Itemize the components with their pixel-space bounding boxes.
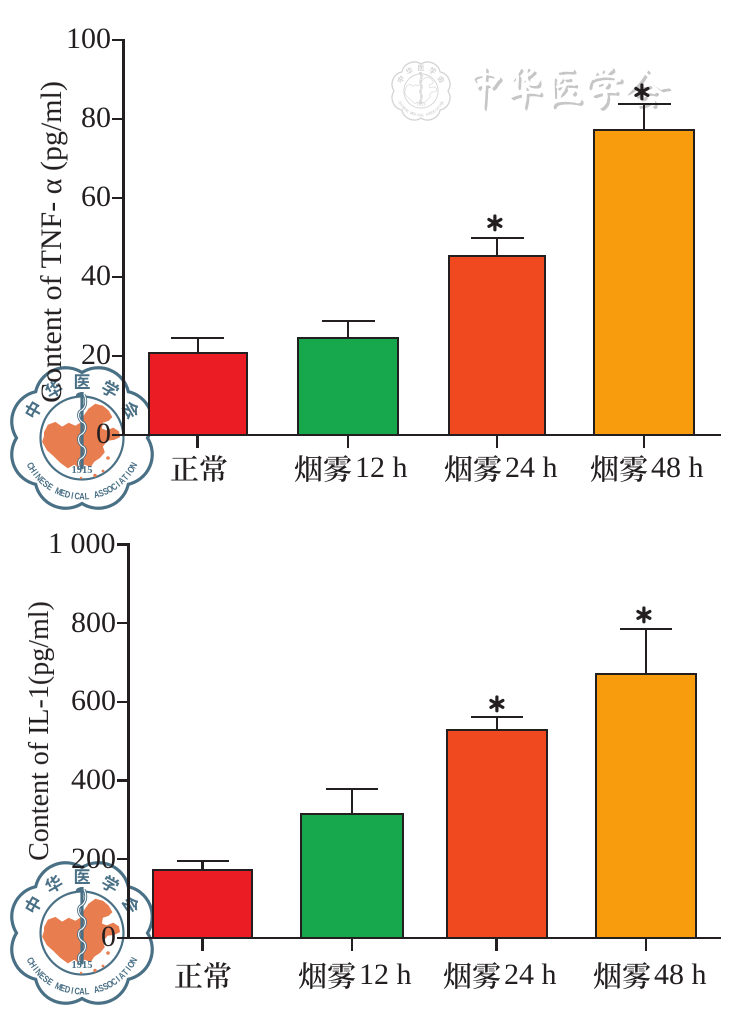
svg-text:I: I (71, 985, 75, 996)
svg-text:I: I (124, 469, 134, 477)
svg-text:S: S (97, 982, 106, 994)
svg-text:I: I (124, 965, 134, 973)
svg-text:I: I (416, 113, 418, 118)
svg-text:C: C (432, 109, 437, 114)
svg-text:S: S (41, 478, 52, 490)
svg-text:M: M (54, 980, 64, 993)
svg-text:I: I (438, 104, 442, 107)
svg-text:L: L (84, 986, 89, 997)
svg-text:E: E (59, 487, 68, 499)
svg-text:S: S (404, 108, 409, 113)
svg-text:S: S (101, 485, 110, 497)
svg-text:E: E (405, 109, 410, 114)
svg-text:C: C (417, 113, 420, 118)
svg-text:H: H (27, 960, 39, 971)
svg-text:N: N (33, 471, 45, 482)
svg-text:C: C (109, 976, 120, 988)
svg-text:O: O (105, 482, 116, 495)
svg-text:A: A (420, 113, 423, 117)
svg-text:1915: 1915 (72, 465, 93, 476)
svg-text:A: A (93, 984, 101, 996)
svg-text:E: E (45, 480, 56, 492)
svg-text:I: I (114, 478, 122, 488)
svg-text:L: L (84, 490, 89, 501)
svg-text:N: N (128, 956, 140, 966)
svg-text:A: A (116, 474, 127, 486)
svg-text:A: A (93, 488, 101, 500)
svg-text:E: E (59, 982, 68, 994)
svg-text:O: O (125, 959, 138, 970)
svg-text:H: H (398, 102, 403, 107)
svg-text:A: A (425, 112, 429, 117)
svg-text:D: D (64, 984, 72, 996)
svg-text:D: D (413, 112, 417, 117)
svg-text:I: I (399, 104, 403, 107)
svg-text:A: A (435, 106, 440, 111)
svg-text:S: S (429, 111, 433, 116)
svg-text:1915: 1915 (72, 960, 93, 971)
svg-text:T: T (120, 471, 132, 482)
svg-text:I: I (71, 489, 75, 500)
svg-text:A: A (80, 986, 85, 997)
svg-text:N: N (33, 967, 45, 978)
svg-text:O: O (430, 110, 434, 115)
svg-text:E: E (37, 475, 48, 487)
svg-text:C: C (25, 460, 37, 470)
svg-text:E: E (411, 112, 415, 117)
svg-text:D: D (64, 488, 72, 500)
svg-text:T: T (436, 105, 441, 110)
svg-text:C: C (25, 956, 37, 966)
svg-text:A: A (116, 970, 127, 982)
svg-text:E: E (402, 107, 407, 112)
svg-text:N: N (440, 100, 445, 104)
svg-text:E: E (45, 976, 56, 988)
svg-text:A: A (80, 490, 85, 501)
svg-text:I: I (31, 469, 41, 477)
svg-text:M: M (54, 485, 64, 498)
svg-text:C: C (397, 101, 402, 105)
svg-text:H: H (27, 464, 39, 475)
svg-text:N: N (400, 105, 405, 110)
svg-text:O: O (125, 463, 138, 474)
svg-text:C: C (74, 490, 80, 501)
svg-text:I: I (114, 974, 122, 984)
svg-text:O: O (105, 978, 116, 991)
svg-text:S: S (101, 980, 110, 992)
svg-text:S: S (427, 112, 431, 117)
svg-text:N: N (128, 460, 140, 470)
svg-text:I: I (434, 108, 437, 112)
svg-text:L: L (422, 113, 425, 118)
svg-text:M: M (409, 111, 413, 116)
svg-text:T: T (120, 967, 132, 978)
svg-text:1915: 1915 (416, 102, 425, 107)
svg-text:S: S (97, 487, 106, 499)
svg-text:C: C (74, 986, 80, 997)
svg-text:O: O (439, 102, 444, 107)
svg-text:C: C (109, 480, 120, 492)
svg-text:I: I (31, 965, 41, 973)
svg-text:S: S (41, 973, 52, 985)
svg-text:E: E (37, 970, 48, 982)
